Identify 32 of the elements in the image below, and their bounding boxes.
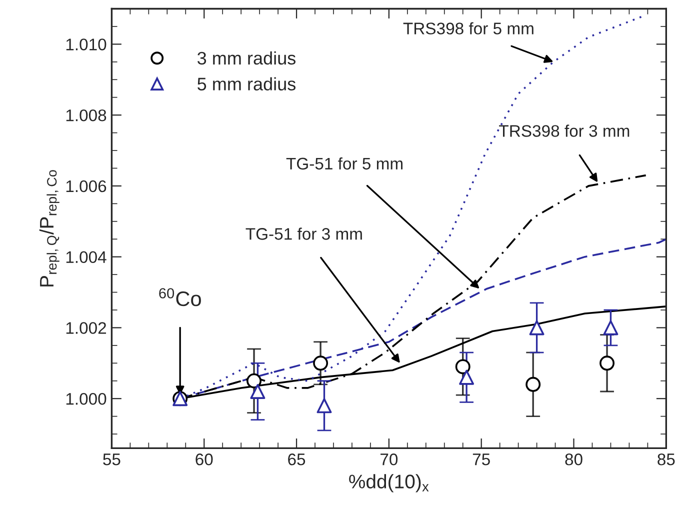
x-tick-label: 65 — [288, 454, 306, 466]
point — [316, 398, 332, 414]
point — [455, 359, 470, 374]
point — [459, 370, 474, 385]
y-tick-label: 1.002 — [66, 322, 106, 334]
point — [600, 356, 615, 371]
x-tick-label: 75 — [472, 454, 490, 466]
x-tick-label: 85 — [658, 454, 675, 466]
annotation: TG-51 for 3 mm — [246, 228, 362, 240]
x-tick-label: 60 — [196, 454, 213, 466]
x-axis-title: %dd(10)$_{x}$ — [349, 474, 429, 492]
legend-label: 3 mm radius — [198, 51, 296, 65]
y-tick-label: 1.010 — [66, 38, 106, 50]
legend-label: 5 mm radius — [198, 77, 296, 90]
y-tick-label: 1.008 — [66, 109, 106, 122]
point — [246, 373, 262, 388]
annotation: TG-51 for 5 mm — [286, 157, 402, 170]
point — [526, 376, 541, 392]
x-tick-label: 55 — [103, 454, 120, 466]
x-tick-label: 70 — [380, 454, 398, 466]
point — [313, 356, 328, 371]
y-axis-title: P$_{repl,Q}$/P$_{repl,Co}$ — [39, 170, 60, 286]
point — [250, 384, 266, 399]
y-tick-label: 1.004 — [66, 251, 106, 264]
annotation: TRS398 for 3 mm — [499, 124, 630, 137]
point — [603, 320, 618, 336]
annotation: $^{60}$Co — [159, 288, 201, 306]
y-tick-label: 1.006 — [66, 180, 106, 192]
x-tick-label: 80 — [565, 454, 582, 466]
point — [529, 320, 544, 336]
annotation: TRS398 for 5 mm — [403, 22, 534, 34]
y-tick-label: 1.000 — [66, 392, 106, 405]
